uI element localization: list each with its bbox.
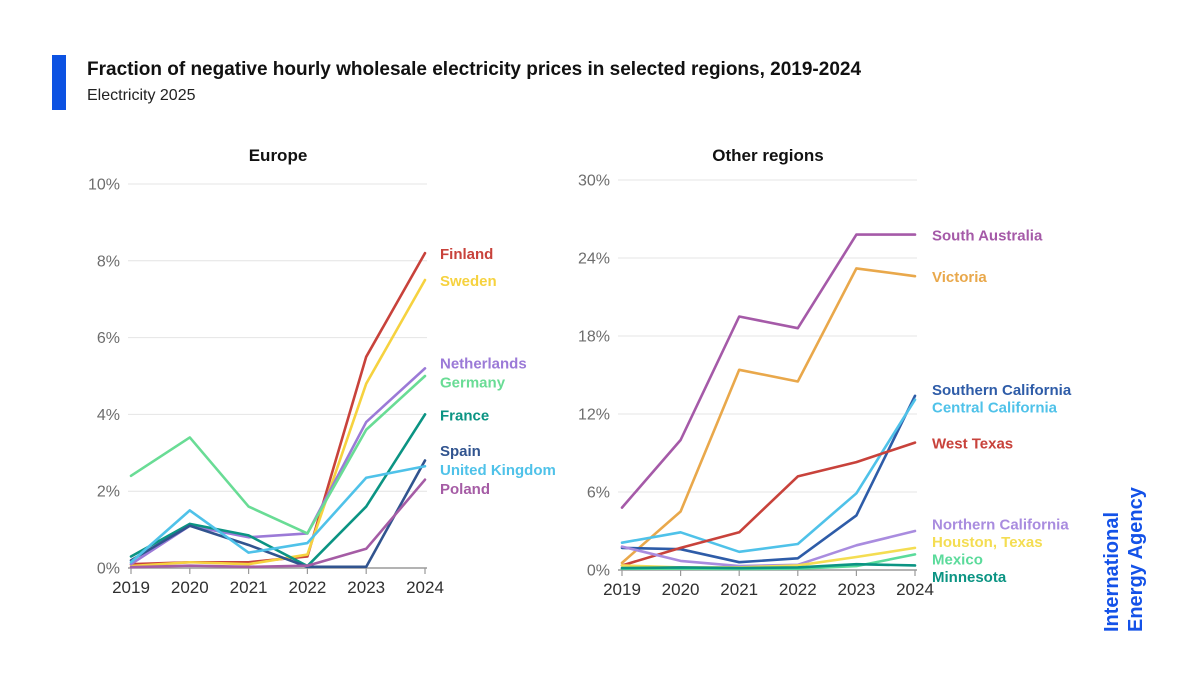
y-tick-label: 30% bbox=[578, 173, 610, 190]
legend-label-spain: Spain bbox=[440, 443, 481, 460]
legend-label-west-texas: West Texas bbox=[932, 436, 1013, 453]
y-tick-label: 6% bbox=[97, 330, 120, 347]
legend-label-northern-california: Northern California bbox=[932, 516, 1069, 533]
legend-label-germany: Germany bbox=[440, 375, 506, 392]
legend-label-mexico: Mexico bbox=[932, 551, 983, 568]
y-tick-label: 18% bbox=[578, 329, 610, 346]
y-tick-label: 10% bbox=[88, 177, 120, 194]
series-line-west-texas bbox=[620, 441, 917, 567]
chart-title-europe: Europe bbox=[248, 146, 308, 165]
legend-label-finland: Finland bbox=[440, 246, 493, 263]
iea-logo-line1: International bbox=[1101, 511, 1123, 632]
x-tick-label: 2024 bbox=[406, 578, 444, 597]
page-title: Fraction of negative hourly wholesale el… bbox=[87, 59, 862, 80]
x-tick-label: 2021 bbox=[720, 580, 758, 599]
y-tick-label: 2% bbox=[97, 484, 120, 501]
page-subtitle: Electricity 2025 bbox=[87, 87, 196, 104]
x-tick-label: 2020 bbox=[662, 580, 700, 599]
x-tick-label: 2019 bbox=[603, 580, 641, 599]
y-tick-label: 0% bbox=[97, 561, 120, 578]
legend-label-netherlands: Netherlands bbox=[440, 356, 527, 373]
iea-logo: International Energy Agency bbox=[1100, 450, 1148, 632]
y-tick-label: 12% bbox=[578, 407, 610, 424]
x-tick-label: 2024 bbox=[896, 580, 934, 599]
series-line-south-australia bbox=[620, 233, 917, 509]
y-tick-label: 4% bbox=[97, 407, 120, 424]
legend-label-poland: Poland bbox=[440, 481, 490, 498]
legend-label-central-california: Central California bbox=[932, 400, 1058, 417]
series-line-france bbox=[129, 413, 427, 568]
series-line-southern-california bbox=[620, 394, 917, 564]
y-tick-label: 8% bbox=[97, 253, 120, 270]
legend-label-houston-texas: Houston, Texas bbox=[932, 534, 1043, 551]
series-line-sweden bbox=[129, 278, 427, 568]
legend-label-sweden: Sweden bbox=[440, 273, 497, 290]
series-line-poland bbox=[129, 478, 427, 569]
x-tick-label: 2022 bbox=[288, 578, 326, 597]
x-tick-label: 2021 bbox=[230, 578, 268, 597]
legend-label-south-australia: South Australia bbox=[932, 228, 1043, 245]
series-line-germany bbox=[129, 374, 427, 535]
legend-label-united-kingdom: United Kingdom bbox=[440, 462, 556, 479]
y-tick-label: 0% bbox=[587, 563, 610, 580]
iea-logo-line2: Energy Agency bbox=[1125, 487, 1147, 632]
y-tick-label: 24% bbox=[578, 251, 610, 268]
legend-label-victoria: Victoria bbox=[932, 269, 987, 286]
x-tick-label: 2023 bbox=[347, 578, 385, 597]
series-line-spain bbox=[129, 459, 427, 569]
x-tick-label: 2019 bbox=[112, 578, 150, 597]
series-line-minnesota bbox=[620, 562, 917, 570]
chart-title-other-regions: Other regions bbox=[712, 146, 824, 165]
series-line-united-kingdom bbox=[129, 464, 427, 564]
y-tick-label: 6% bbox=[587, 485, 610, 502]
x-tick-label: 2023 bbox=[837, 580, 875, 599]
legend-label-southern-california: Southern California bbox=[932, 382, 1072, 399]
legend-label-minnesota: Minnesota bbox=[932, 569, 1007, 586]
x-tick-label: 2020 bbox=[171, 578, 209, 597]
series-line-central-california bbox=[620, 398, 917, 554]
title-accent-bar bbox=[52, 55, 66, 110]
legend-label-france: France bbox=[440, 407, 489, 424]
series-line-victoria bbox=[620, 267, 917, 565]
x-tick-label: 2022 bbox=[779, 580, 817, 599]
